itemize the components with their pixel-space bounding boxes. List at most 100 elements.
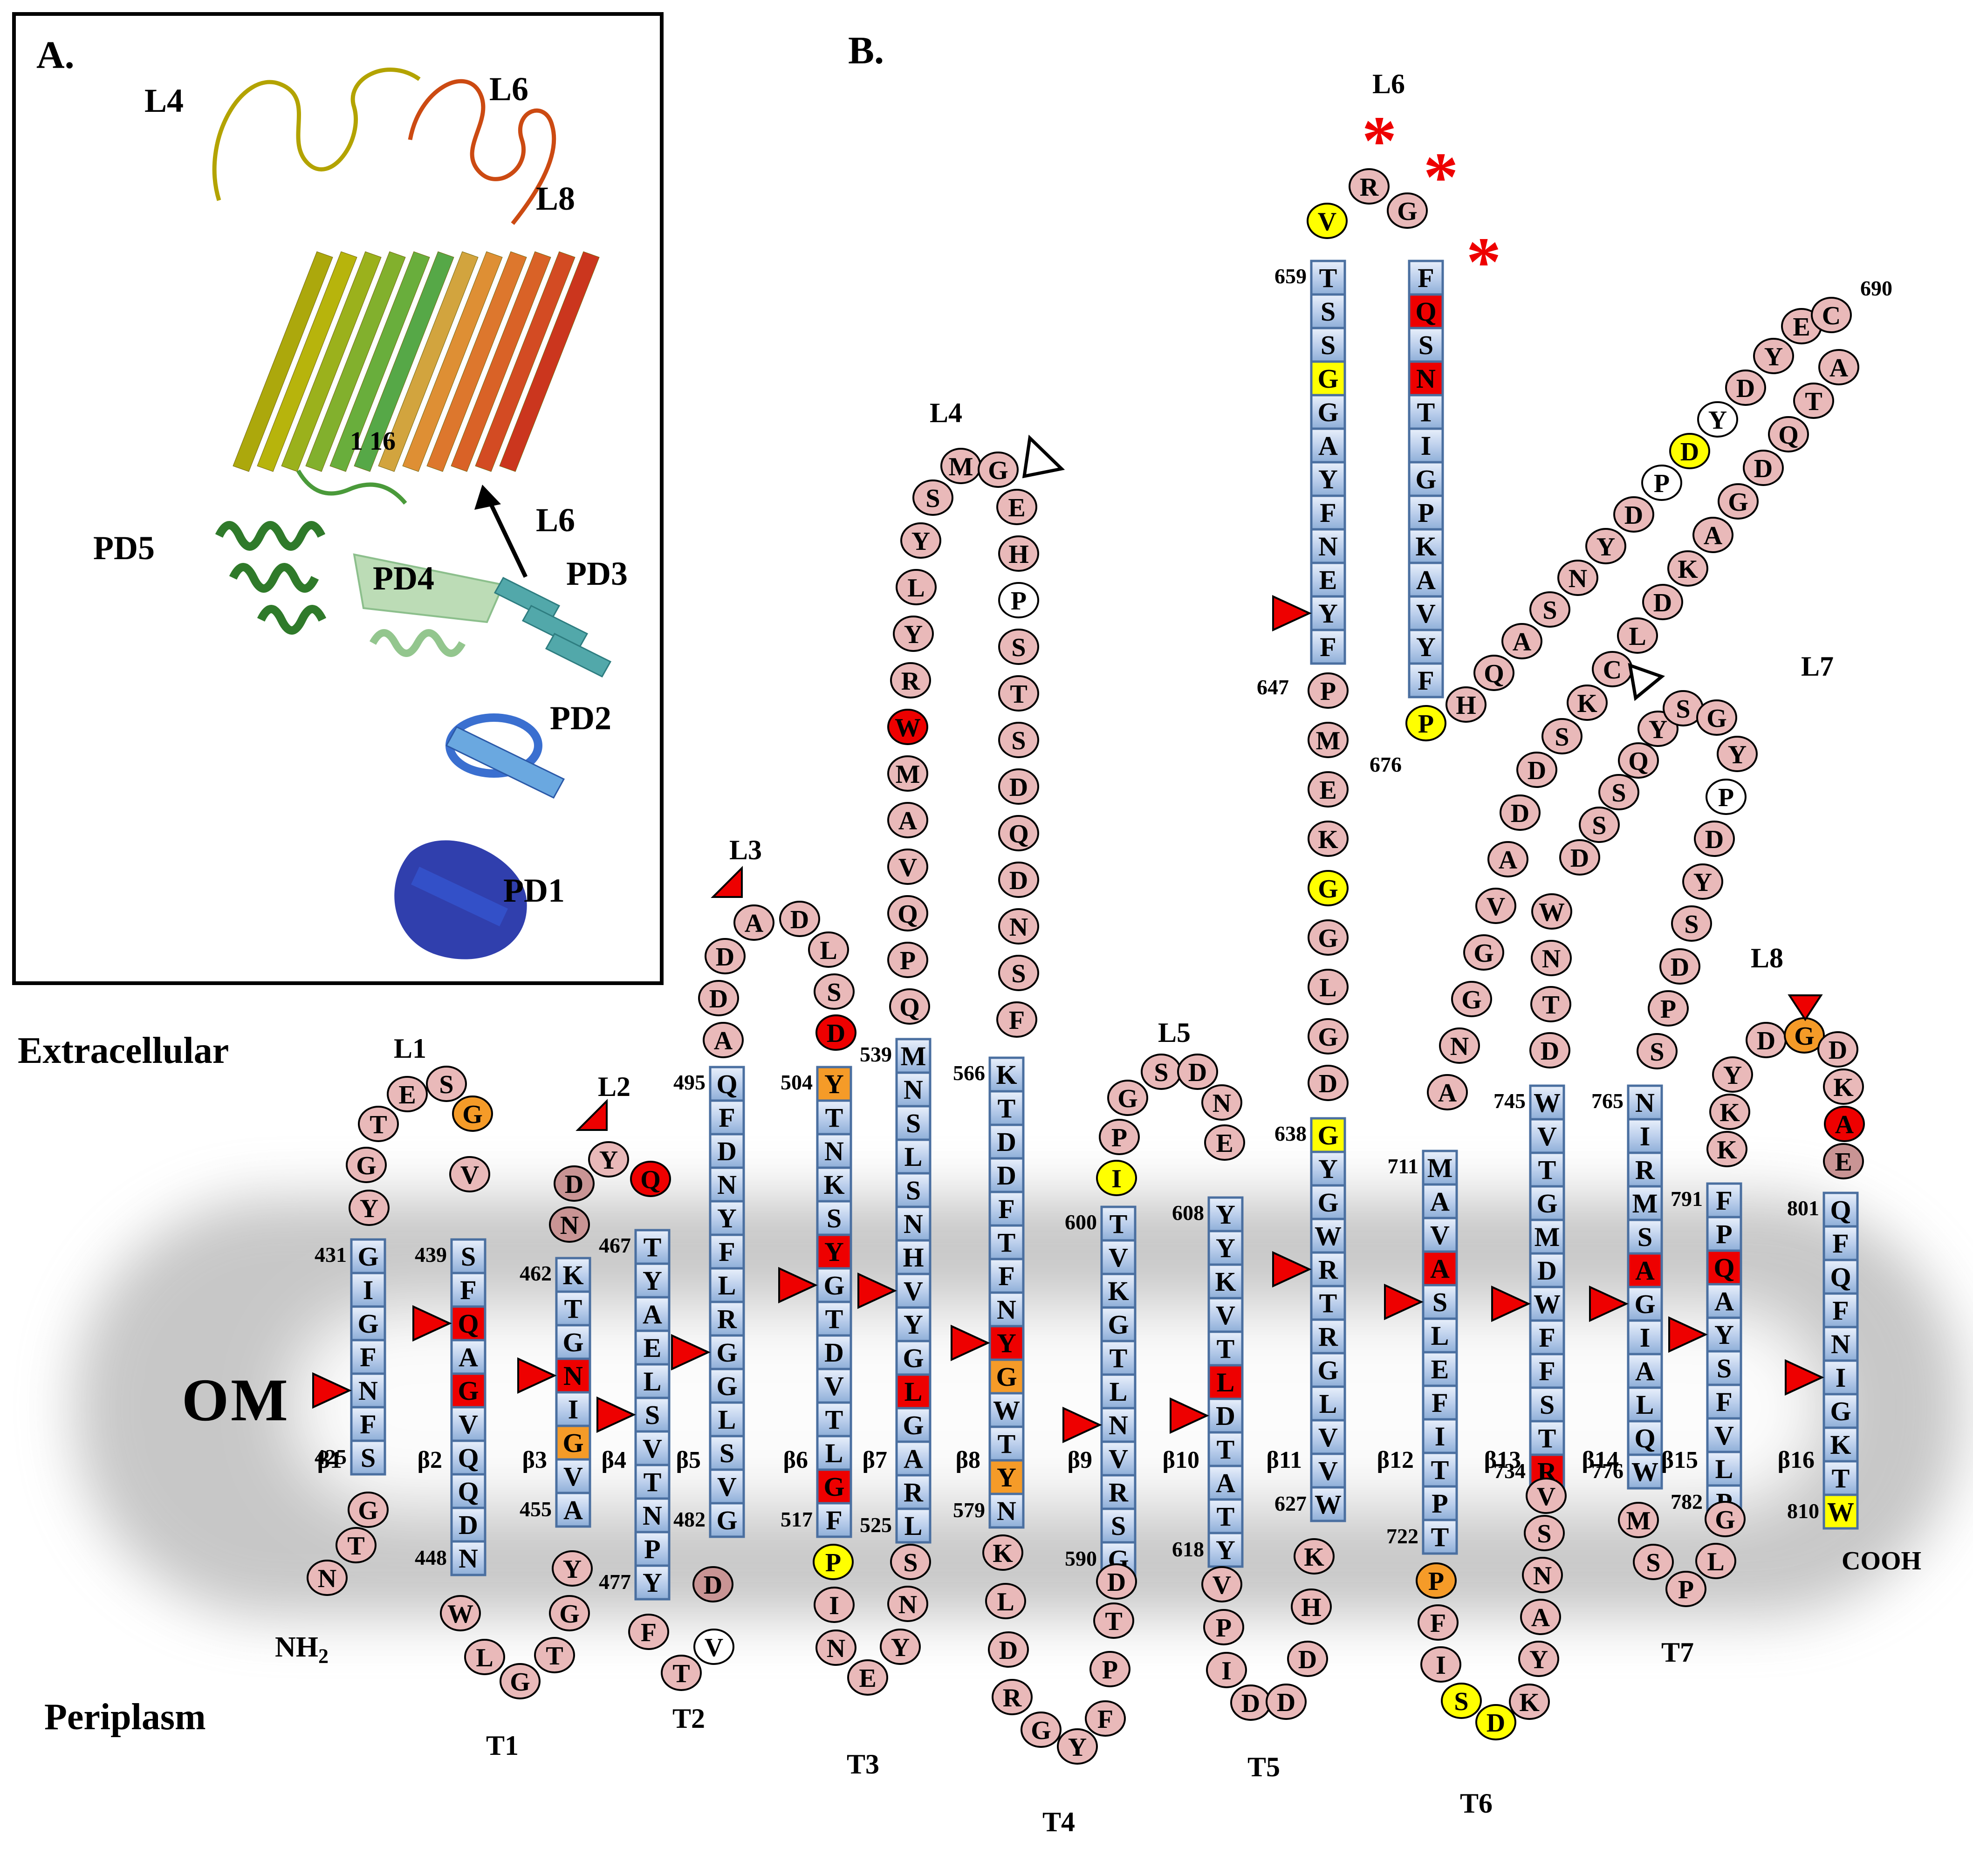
residue-letter: V: [1537, 1121, 1557, 1151]
chain-t2: FTV D T2: [628, 1566, 734, 1734]
residue-letter: T: [1805, 387, 1822, 416]
residue-square: [1207, 1431, 1244, 1467]
residue-letter: Y: [1723, 1061, 1742, 1090]
residue-letter: V: [563, 1461, 583, 1492]
residue-circle: [1308, 969, 1349, 1005]
residue-square: [350, 1339, 386, 1375]
residue-letter: H: [1301, 1593, 1322, 1622]
residue-circle: [1823, 1143, 1864, 1179]
residue-letter: V: [904, 1276, 923, 1306]
residue-letter: S: [906, 1108, 921, 1138]
residue-number: 425: [315, 1445, 347, 1469]
residue-letter: N: [1542, 945, 1561, 973]
residue-square: [1529, 1219, 1565, 1255]
pd4-helix: [369, 629, 466, 657]
residue-letter: Y: [904, 1309, 923, 1340]
red-arrowhead-marker: [778, 1267, 818, 1304]
residue-square: [555, 1290, 591, 1327]
residue-letter: M: [1427, 1153, 1453, 1183]
residue-circle: [630, 1161, 671, 1197]
residue-square: [816, 1368, 852, 1404]
residue-circle: [500, 1663, 541, 1699]
residue-letter: P: [1011, 587, 1027, 616]
residue-square: [1822, 1426, 1859, 1463]
residue-letter: Y: [891, 1633, 910, 1662]
barrel-strand: [475, 251, 575, 472]
residue-square: [1408, 394, 1444, 430]
residue-circle: [1725, 370, 1766, 406]
residue-letter: L: [1707, 1547, 1724, 1576]
residue-letter: S: [1011, 959, 1026, 988]
residue-square: [816, 1502, 852, 1538]
residue-letter: G: [462, 1100, 483, 1129]
residue-letter: A: [1438, 1079, 1457, 1108]
residue-letter: A: [1416, 565, 1436, 595]
residue-circle: [1531, 893, 1572, 930]
residue-circle: [1818, 349, 1859, 385]
residue-letter: V: [717, 1472, 737, 1502]
panel-a: L4 L6 L8 1 16 L6 PD5 PD4 PD3 PD2 PD1: [12, 12, 664, 985]
residue-square: [1310, 427, 1346, 464]
residue-letter: F: [360, 1342, 376, 1372]
panel-a-label: A.: [36, 34, 75, 77]
residue-square: [1627, 1185, 1663, 1221]
residue-square: [1310, 1150, 1346, 1187]
residue-letter: S: [827, 1203, 842, 1233]
red-arrowhead-marker: [1668, 1316, 1708, 1353]
residue-letter: G: [1108, 1309, 1129, 1340]
residue-square: [1408, 360, 1444, 397]
residue-letter: D: [1487, 1709, 1505, 1738]
residue-circle: [1096, 1160, 1137, 1196]
residue-letter: D: [1277, 1688, 1295, 1717]
residue-letter: L: [476, 1643, 493, 1672]
residue-circle: [814, 1587, 855, 1623]
red-arrowhead-marker: [596, 1396, 636, 1433]
residue-letter: Q: [1628, 747, 1649, 776]
residue-circle: [1557, 560, 1598, 596]
residue-circle: [1308, 771, 1349, 808]
residue-letter: K: [993, 1539, 1013, 1568]
residue-letter: T: [644, 1232, 662, 1262]
panel-a-domain-label: PD4: [373, 560, 434, 597]
residue-square: [1422, 1317, 1458, 1354]
residue-letter: T: [825, 1404, 843, 1435]
residue-letter: P: [1418, 710, 1434, 739]
residue-letter: F: [1716, 1387, 1732, 1417]
beta-strand-label: β3: [522, 1447, 547, 1473]
residue-square: [1310, 629, 1346, 665]
residue-circle: [880, 1629, 921, 1665]
residue-letter: V: [1714, 1420, 1734, 1451]
residue-letter: N: [1533, 1561, 1552, 1590]
residue-letter: G: [1715, 1506, 1735, 1534]
residue-letter: G: [716, 1337, 737, 1368]
residue-circle: [1177, 1054, 1218, 1090]
residue-letter: F: [1539, 1356, 1555, 1386]
residue-letter: V: [1416, 598, 1436, 629]
residue-circle: [887, 802, 928, 838]
residue-letter: N: [824, 1136, 844, 1166]
residue-square: [1408, 629, 1444, 665]
residue-circle: [1463, 934, 1504, 971]
residue-circle: [890, 1544, 931, 1580]
loop-label: L5: [1158, 1017, 1191, 1048]
red-arrowhead-marker: [412, 1305, 452, 1342]
residue-letter: G: [357, 1308, 378, 1339]
residue-circle: [1418, 1604, 1459, 1641]
residue-letter: V: [705, 1633, 723, 1662]
residue-letter: L: [997, 1588, 1014, 1616]
residue-circle: [889, 988, 930, 1025]
residue-circle: [1099, 1119, 1140, 1155]
residue-circle: [1206, 1652, 1247, 1688]
residue-letter: V: [1216, 1300, 1235, 1330]
red-arrowhead-marker: [312, 1372, 352, 1409]
residue-number: 782: [1671, 1490, 1703, 1513]
residue-square: [1529, 1084, 1565, 1121]
residue-circle: [1695, 1543, 1736, 1579]
barrel-strand: [281, 251, 382, 472]
residue-square: [709, 1133, 745, 1169]
residue-letter: T: [1832, 1463, 1850, 1493]
residue-letter: D: [1671, 953, 1689, 982]
residue-square: [988, 1224, 1025, 1260]
